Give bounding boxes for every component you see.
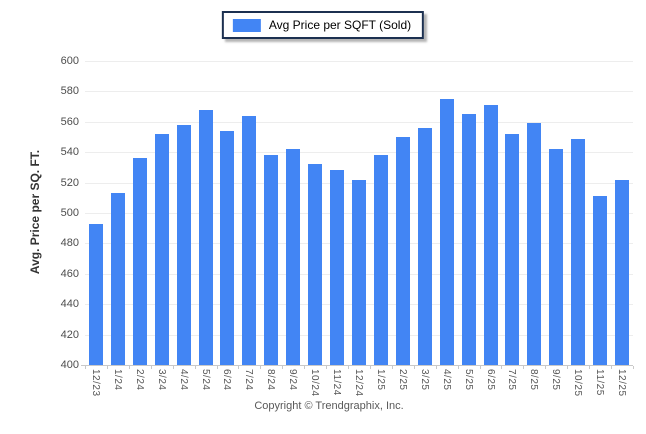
x-tick-label: 12/24 (353, 369, 364, 397)
y-tick-label: 460 (60, 268, 79, 280)
bar (111, 193, 125, 365)
x-axis-line (81, 365, 633, 366)
chart-legend: Avg Price per SQFT (Sold) (221, 11, 425, 39)
x-tick-label: 10/24 (309, 369, 320, 397)
y-tick-label: 420 (60, 329, 79, 341)
x-tick-label: 4/24 (178, 369, 189, 391)
gridline (85, 61, 633, 62)
x-tick-label: 7/25 (506, 369, 517, 391)
x-tick-label: 2/24 (134, 369, 145, 391)
copyright-text: Copyright © Trendgraphix, Inc. (254, 400, 404, 412)
x-tick-label: 5/25 (463, 369, 474, 391)
x-tick-label: 10/25 (572, 369, 583, 397)
x-tick-label: 3/24 (156, 369, 167, 391)
legend-label: Avg Price per SQFT (Sold) (268, 18, 412, 32)
y-tick-label: 480 (60, 237, 79, 249)
x-axis-tick (392, 366, 393, 369)
x-tick-label: 9/24 (287, 369, 298, 391)
x-tick-label: 9/25 (550, 369, 561, 391)
x-axis-tick (129, 366, 130, 369)
bar (396, 137, 410, 365)
x-axis-tick (260, 366, 261, 369)
x-tick-label: 3/25 (419, 369, 430, 391)
x-tick-label: 4/25 (441, 369, 452, 391)
x-axis-tick (480, 366, 481, 369)
x-tick-label: 6/24 (221, 369, 232, 391)
x-axis-tick (501, 366, 502, 369)
bar (571, 139, 585, 365)
x-tick-label: 12/23 (90, 369, 101, 397)
x-axis-tick (326, 366, 327, 369)
x-axis-tick (195, 366, 196, 369)
x-tick-label: 8/25 (528, 369, 539, 391)
x-axis-tick (436, 366, 437, 369)
x-axis-tick (348, 366, 349, 369)
gridline (85, 91, 633, 92)
x-axis-tick (523, 366, 524, 369)
x-tick-label: 7/24 (243, 369, 254, 391)
x-axis-tick (282, 366, 283, 369)
bar (308, 164, 322, 365)
bar (89, 224, 103, 365)
y-tick-label: 600 (60, 55, 79, 67)
y-tick-label: 400 (60, 359, 79, 371)
bar (286, 149, 300, 365)
y-axis-title: Avg. Price per SQ. FT. (28, 149, 42, 275)
bar (418, 128, 432, 365)
bar (155, 134, 169, 365)
y-tick-label: 560 (60, 116, 79, 128)
x-axis-tick (238, 366, 239, 369)
bar (484, 105, 498, 365)
x-tick-label: 12/25 (616, 369, 627, 397)
x-axis-tick (458, 366, 459, 369)
y-tick-label: 580 (60, 85, 79, 97)
x-axis-tick (545, 366, 546, 369)
bar (505, 134, 519, 365)
bar (462, 114, 476, 365)
bar (242, 116, 256, 365)
x-axis-tick (633, 366, 634, 369)
x-axis-tick (414, 366, 415, 369)
gridline (85, 152, 633, 153)
y-tick-label: 500 (60, 207, 79, 219)
x-axis-tick (611, 366, 612, 369)
x-tick-label: 5/24 (200, 369, 211, 391)
bar (549, 149, 563, 365)
legend-swatch-icon (232, 18, 261, 32)
bar (374, 155, 388, 365)
x-axis-tick (370, 366, 371, 369)
x-axis-tick (151, 366, 152, 369)
bar (177, 125, 191, 365)
y-tick-label: 540 (60, 146, 79, 158)
x-axis-tick (567, 366, 568, 369)
bar (264, 155, 278, 365)
x-tick-label: 8/24 (265, 369, 276, 391)
bar (220, 131, 234, 365)
x-axis-tick (107, 366, 108, 369)
x-axis-tick (304, 366, 305, 369)
gridline (85, 122, 633, 123)
bar (330, 170, 344, 365)
bar (133, 158, 147, 365)
bar (199, 110, 213, 365)
bar (593, 196, 607, 365)
bar (527, 123, 541, 365)
bar (440, 99, 454, 365)
x-axis-tick (173, 366, 174, 369)
x-axis-tick (85, 366, 86, 369)
x-axis-tick (217, 366, 218, 369)
y-tick-label: 520 (60, 177, 79, 189)
x-axis-tick (589, 366, 590, 369)
x-tick-label: 2/25 (397, 369, 408, 391)
x-tick-label: 1/25 (375, 369, 386, 391)
y-tick-label: 440 (60, 298, 79, 310)
x-tick-label: 11/25 (594, 369, 605, 396)
x-tick-label: 6/25 (485, 369, 496, 391)
x-tick-label: 1/24 (112, 369, 123, 391)
bar (615, 180, 629, 365)
bar (352, 180, 366, 365)
x-tick-label: 11/24 (331, 369, 342, 396)
